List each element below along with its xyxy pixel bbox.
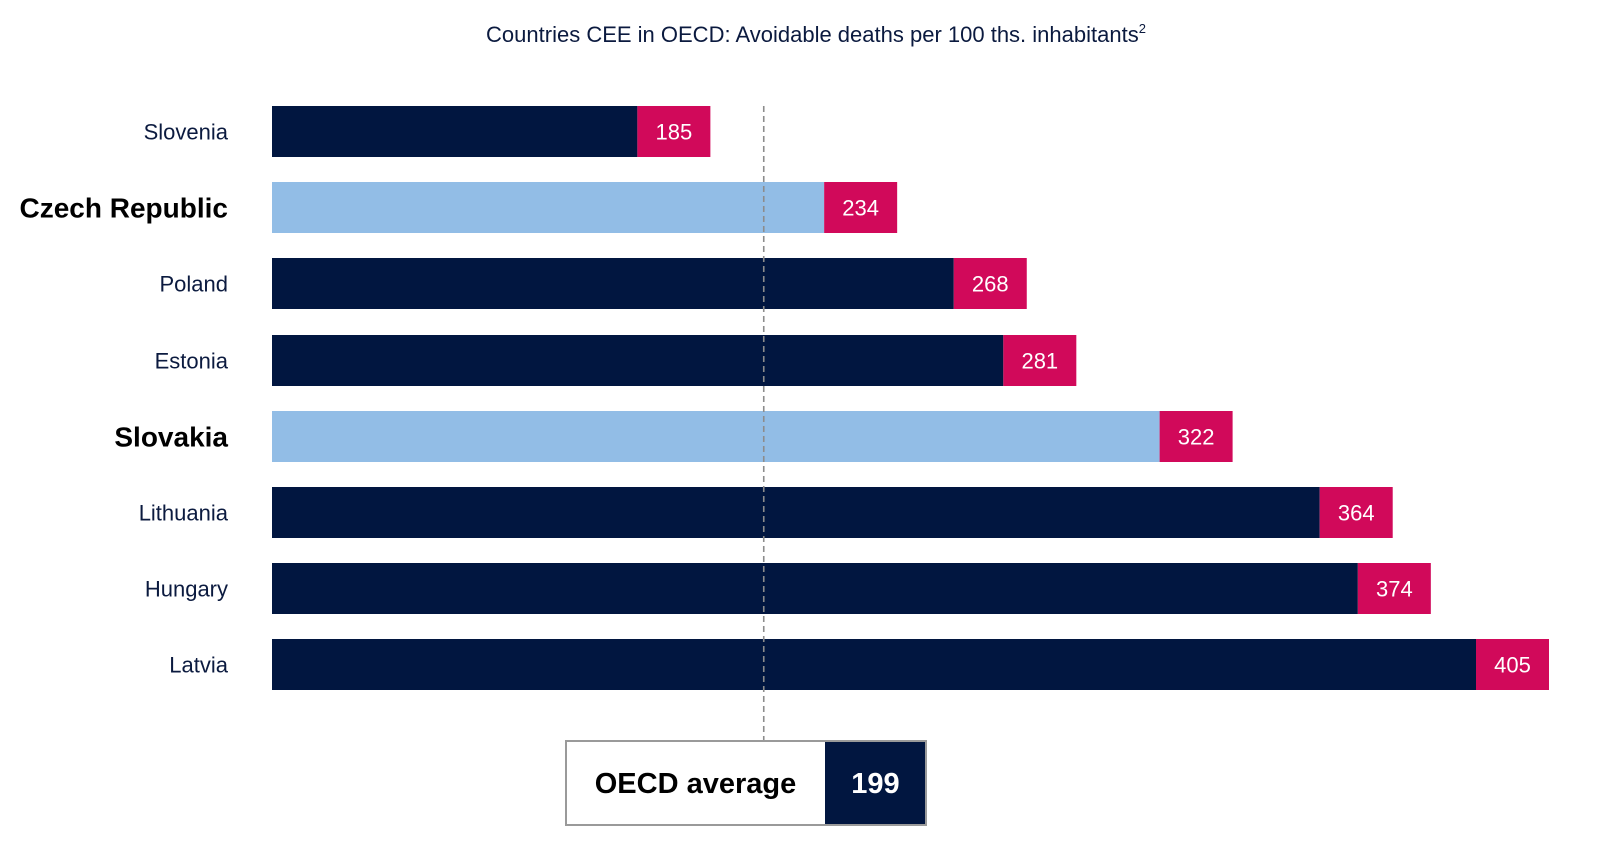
- bar-poland: [272, 258, 954, 309]
- value-label-slovakia: 322: [1178, 425, 1215, 450]
- value-label-lithuania: 364: [1338, 501, 1375, 526]
- category-label-hungary: Hungary: [145, 577, 228, 602]
- chart-title: Countries CEE in OECD: Avoidable deaths …: [486, 21, 1146, 47]
- category-label-slovakia: Slovakia: [114, 422, 228, 453]
- oecd-average-value-box: [825, 742, 925, 824]
- chart-title-main: Countries CEE in OECD: Avoidable deaths …: [486, 22, 1139, 47]
- value-box-poland: [953, 258, 1027, 309]
- oecd-average-label: OECD average: [595, 768, 797, 800]
- value-label-hungary: 374: [1376, 577, 1413, 602]
- value-box-latvia: [1476, 639, 1549, 690]
- value-label-slovenia: 185: [656, 120, 693, 145]
- value-label-latvia: 405: [1494, 653, 1531, 678]
- value-box-lithuania: [1319, 487, 1393, 538]
- chart-title-text: Countries CEE in OECD: Avoidable deaths …: [486, 21, 1146, 47]
- category-label-lithuania: Lithuania: [139, 501, 229, 526]
- category-label-latvia: Latvia: [169, 653, 228, 678]
- value-box-estonia: [1003, 335, 1077, 386]
- category-label-poland: Poland: [159, 272, 228, 297]
- bars: 185 234 268 281 322 364 374 405: [272, 106, 1549, 690]
- bar-slovenia: [272, 106, 638, 157]
- bar-slovakia: [272, 411, 1160, 462]
- value-box-slovenia: [637, 106, 711, 157]
- category-labels: Slovenia Czech Republic Poland Estonia Slova…: [20, 120, 229, 678]
- value-label-czech-republic: 234: [842, 196, 879, 221]
- bar-estonia: [272, 335, 1004, 386]
- value-box-czech-republic: [824, 182, 898, 233]
- bar-latvia: [272, 639, 1476, 690]
- category-label-estonia: Estonia: [155, 349, 229, 374]
- chart-title-superscript: 2: [1139, 21, 1146, 36]
- value-label-poland: 268: [972, 272, 1009, 297]
- category-label-czech-republic: Czech Republic: [20, 193, 228, 224]
- value-box-hungary: [1357, 563, 1431, 614]
- reference-marker: OECD average 199: [565, 106, 927, 826]
- bar-hungary: [272, 563, 1358, 614]
- value-box-slovakia: [1159, 411, 1233, 462]
- category-label-slovenia: Slovenia: [144, 120, 229, 145]
- oecd-average-value: 199: [851, 768, 899, 800]
- bar-czech-republic: [272, 182, 825, 233]
- bar-lithuania: [272, 487, 1320, 538]
- value-label-estonia: 281: [1021, 349, 1058, 374]
